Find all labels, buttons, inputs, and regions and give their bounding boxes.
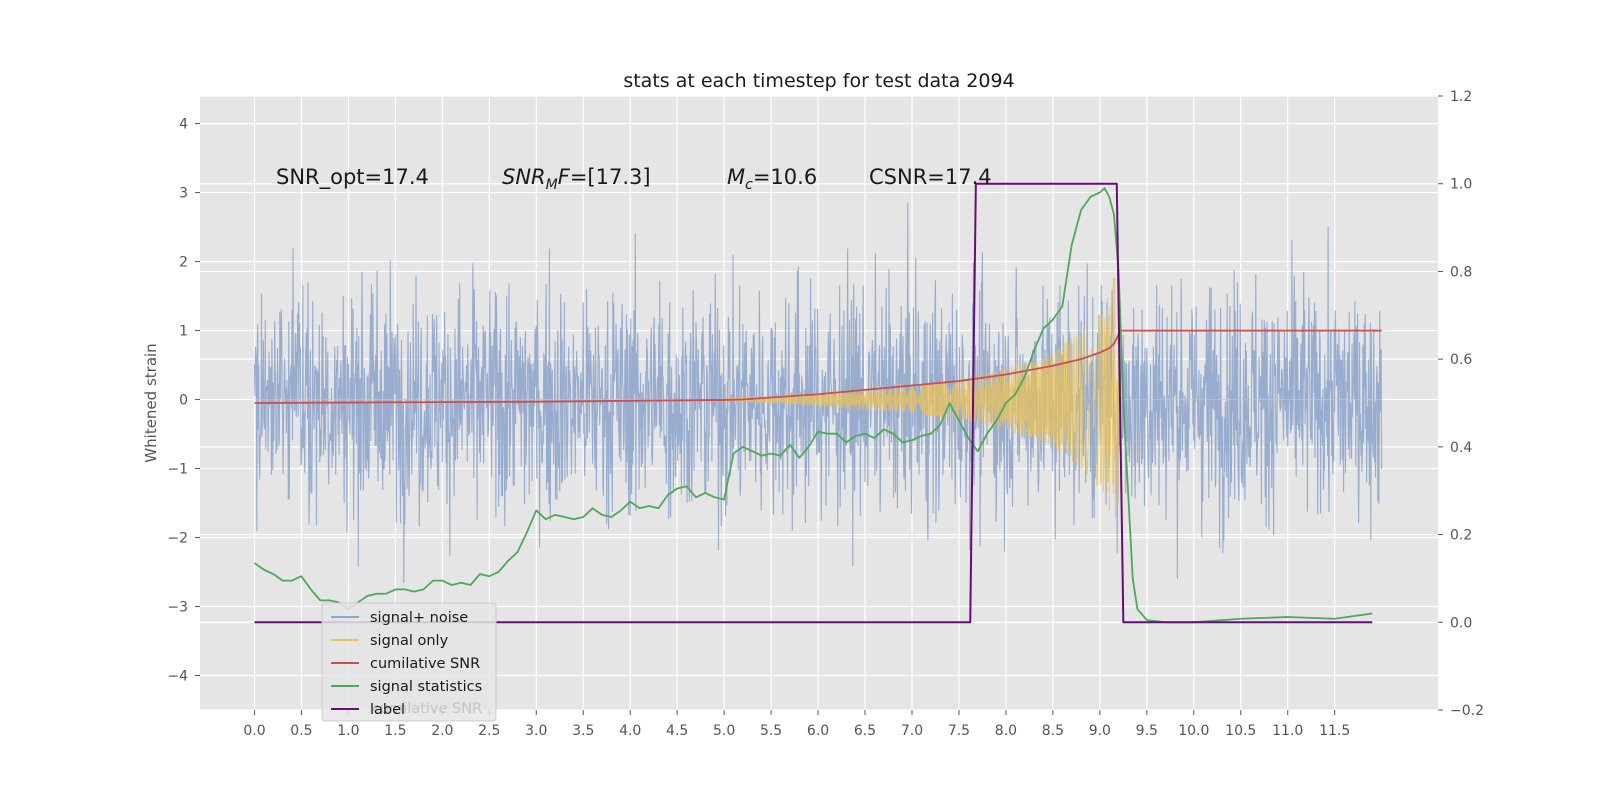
y2-tick-label: −0.2 bbox=[1450, 703, 1484, 719]
y2-tick-label: 0.2 bbox=[1450, 528, 1472, 544]
x-tick-label: 3.5 bbox=[572, 723, 594, 739]
y-tick-label: −3 bbox=[167, 600, 188, 616]
x-tick-label: 6.5 bbox=[854, 723, 876, 739]
legend-label: cumilative SNR bbox=[370, 656, 480, 672]
annotations: SNR_opt=17.4 SNRMF=[17.3] Mc=10.6 CSNR=17.4 bbox=[276, 165, 992, 193]
x-tick-label: 9.0 bbox=[1089, 723, 1111, 739]
annotation-text: Mc=10.6 bbox=[727, 165, 817, 193]
y2-axis-ticks: 1.2 1.0 0.8 0.6 0.4 0.2 0.0 −0.2 bbox=[1438, 89, 1484, 719]
legend-label: signal+ noise bbox=[370, 610, 468, 626]
label-series bbox=[254, 182, 1373, 624]
y-tick-label: −1 bbox=[167, 462, 188, 478]
y-tick-label: 0 bbox=[179, 393, 188, 409]
y-tick-label: 4 bbox=[179, 117, 188, 133]
x-tick-label: 2.0 bbox=[431, 723, 453, 739]
y2-tick-label: 0.6 bbox=[1450, 352, 1472, 368]
y-axis-ticks: 4 3 2 1 0 −1 −2 −3 −4 bbox=[167, 117, 200, 685]
x-tick-label: 7.0 bbox=[901, 723, 923, 739]
y-tick-label: −4 bbox=[167, 669, 188, 685]
signal-statistics-series bbox=[253, 187, 1373, 624]
x-tick-label: 11.0 bbox=[1272, 723, 1303, 739]
y-tick-label: −2 bbox=[167, 531, 188, 547]
chart-title: stats at each timestep for test data 209… bbox=[623, 70, 1014, 92]
y-axis-label: Whitened strain bbox=[142, 343, 160, 462]
y2-tick-label: 0.4 bbox=[1450, 440, 1472, 456]
y2-tick-label: 1.2 bbox=[1450, 89, 1472, 105]
x-tick-label: 8.5 bbox=[1042, 723, 1064, 739]
x-tick-label: 1.0 bbox=[337, 723, 359, 739]
y-tick-label: 1 bbox=[179, 324, 188, 340]
x-tick-label: 5.0 bbox=[713, 723, 735, 739]
signal-noise-series bbox=[253, 202, 1383, 584]
legend-ghost-text: cumilative SNR bbox=[372, 701, 482, 717]
signal-only-series bbox=[254, 277, 1382, 518]
x-tick-label: 0.0 bbox=[243, 723, 265, 739]
annotation-text: CSNR=17.4 bbox=[869, 165, 992, 189]
annotation-text: SNRMF=[17.3] bbox=[502, 165, 651, 193]
x-tick-label: 8.0 bbox=[995, 723, 1017, 739]
legend-label: signal statistics bbox=[370, 679, 482, 695]
annotation-text: SNR_opt=17.4 bbox=[276, 165, 429, 190]
legend: cumilative SNR signal+ noise signal only cu… bbox=[321, 602, 497, 722]
series-layer bbox=[253, 182, 1383, 624]
legend-box bbox=[321, 602, 497, 722]
legend-label: label bbox=[370, 702, 405, 718]
y-tick-label: 2 bbox=[179, 255, 188, 271]
x-tick-label: 2.5 bbox=[478, 723, 500, 739]
x-tick-label: 9.5 bbox=[1136, 723, 1158, 739]
x-tick-label: 3.0 bbox=[525, 723, 547, 739]
x-tick-label: 10.0 bbox=[1178, 723, 1209, 739]
x-tick-label: 10.5 bbox=[1225, 723, 1256, 739]
x-tick-label: 4.0 bbox=[619, 723, 641, 739]
y2-tick-label: 0.8 bbox=[1450, 264, 1472, 280]
x-tick-label: 11.5 bbox=[1319, 723, 1350, 739]
x-tick-label: 4.5 bbox=[666, 723, 688, 739]
x-tick-label: 0.5 bbox=[290, 723, 312, 739]
x-tick-label: 7.5 bbox=[948, 723, 970, 739]
y2-tick-label: 1.0 bbox=[1450, 177, 1472, 193]
y2-tick-label: 0.0 bbox=[1450, 615, 1472, 631]
x-tick-label: 1.5 bbox=[384, 723, 406, 739]
cumulative-snr-series bbox=[254, 329, 1382, 404]
y-tick-label: 3 bbox=[179, 186, 188, 202]
x-tick-label: 5.5 bbox=[760, 723, 782, 739]
x-axis-ticks: 0.0 0.5 1.0 1.5 2.0 2.5 3.0 3.5 4.0 4.5 5.0 5.5 6.0 6… bbox=[243, 710, 1350, 739]
legend-label: signal only bbox=[370, 633, 449, 649]
x-tick-label: 6.0 bbox=[807, 723, 829, 739]
